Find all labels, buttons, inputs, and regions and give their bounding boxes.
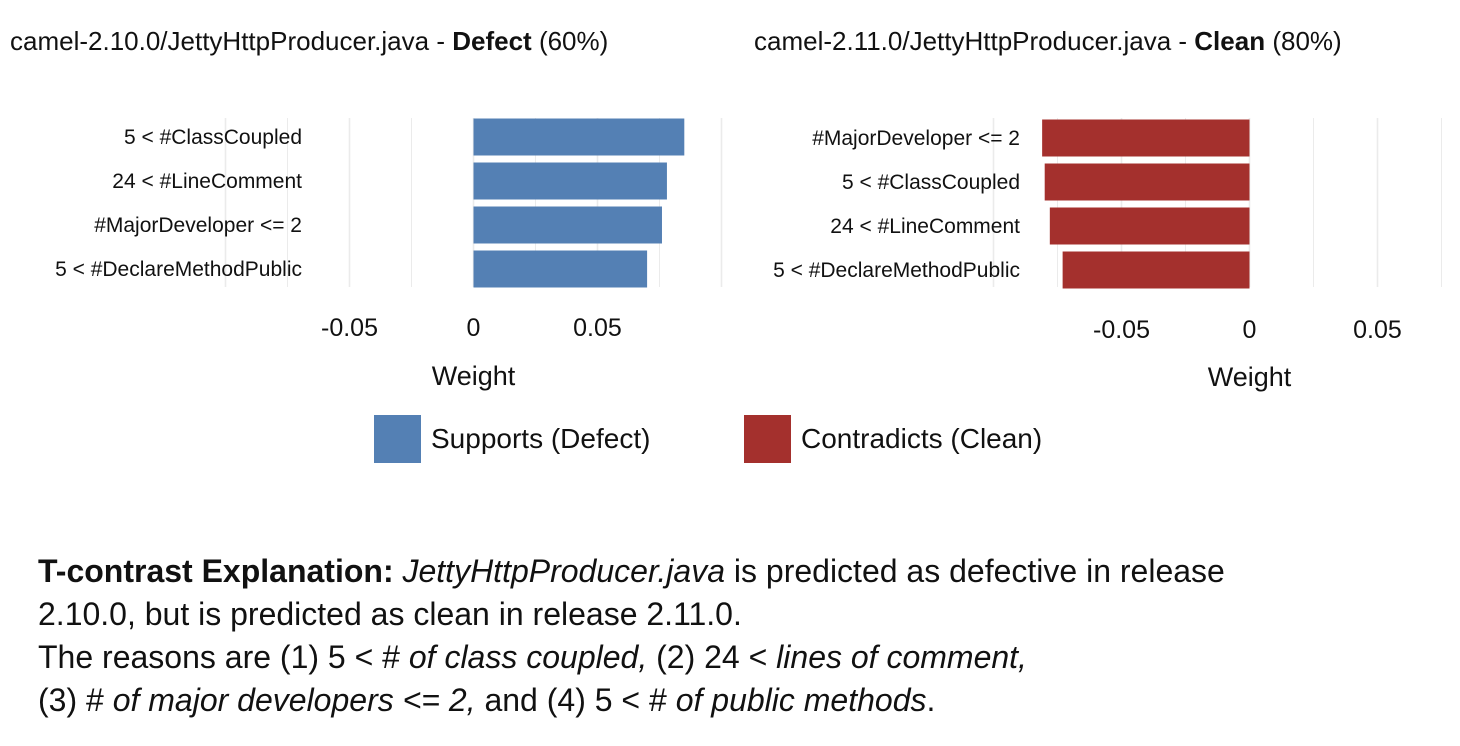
- bar-left-3: [473, 250, 648, 288]
- category-label-left-2: #MajorDeveloper <= 2: [94, 214, 302, 237]
- expl-l3b: of class coupled,: [408, 639, 648, 675]
- title-right-prob: (80%): [1272, 26, 1342, 56]
- legend-swatch-contradicts: [744, 415, 791, 463]
- explanation-line-3: The reasons are (1) 5 < # of class coupl…: [38, 636, 1448, 679]
- title-left-label: Defect: [452, 26, 532, 56]
- bar-right-0: [1042, 119, 1250, 157]
- expl-l4b: of major developers <= 2,: [112, 682, 476, 718]
- category-label-right-0: #MajorDeveloper <= 2: [812, 127, 1020, 150]
- x-axis-label-left: Weight: [432, 361, 516, 391]
- category-label-right-3: 5 < #DeclareMethodPublic: [773, 259, 1020, 282]
- tick-label-left-1: 0: [467, 314, 481, 342]
- legend-item-supports: Supports (Defect): [374, 415, 650, 463]
- legend-label-contradicts: Contradicts (Clean): [801, 423, 1043, 454]
- expl-l4d: of public methods: [675, 682, 927, 718]
- bar-right-2: [1049, 207, 1250, 245]
- category-label-left-1: 24 < #LineComment: [112, 170, 302, 193]
- expl-l4a: (3) #: [38, 682, 113, 718]
- tick-label-left-2: 0.05: [573, 314, 622, 342]
- legend-item-contradicts: Contradicts (Clean): [744, 415, 1042, 463]
- title-left-sep: -: [429, 26, 453, 56]
- expl-l3a: The reasons are (1) 5 < #: [38, 639, 409, 675]
- chart-title-right: camel-2.11.0/JettyHttpProducer.java - Cl…: [754, 26, 1342, 57]
- category-label-right-2: 24 < #LineComment: [830, 215, 1020, 238]
- explanation-line1-rest: is predicted as defective in release: [725, 553, 1225, 589]
- bar-left-2: [473, 206, 662, 244]
- category-label-left-3: 5 < #DeclareMethodPublic: [55, 258, 302, 281]
- title-left-file: camel-2.10.0/JettyHttpProducer.java: [10, 26, 430, 56]
- category-label-left-0: 5 < #ClassCoupled: [124, 126, 302, 149]
- tick-label-right-2: 0.05: [1353, 316, 1402, 344]
- tick-label-left-0: -0.05: [321, 314, 378, 342]
- title-left-prob: (60%): [538, 26, 609, 56]
- bar-left-0: [473, 118, 685, 156]
- tick-label-right-0: -0.05: [1093, 316, 1150, 344]
- legend-label-supports: Supports (Defect): [431, 423, 651, 454]
- bar-right-1: [1044, 163, 1250, 201]
- title-right-label: Clean: [1194, 26, 1266, 56]
- x-axis-label-right: Weight: [1208, 362, 1292, 392]
- category-label-right-1: 5 < #ClassCoupled: [842, 171, 1020, 194]
- explanation-line-2: 2.10.0, but is predicted as clean in rel…: [38, 596, 742, 632]
- bar-right-3: [1062, 251, 1250, 289]
- explanation-file: JettyHttpProducer.java: [402, 553, 725, 589]
- bar-left-1: [473, 162, 667, 200]
- explanation-text: T-contrast Explanation: JettyHttpProduce…: [38, 550, 1448, 722]
- expl-l4e: .: [926, 682, 936, 718]
- expl-l3c: (2) 24 <: [647, 639, 777, 675]
- expl-l3d: lines of comment,: [776, 639, 1027, 675]
- expl-l4c: and (4) 5 < #: [475, 682, 676, 718]
- explanation-line-4: (3) # of major developers <= 2, and (4) …: [38, 679, 1448, 722]
- explanation-line-1: T-contrast Explanation: JettyHttpProduce…: [38, 550, 1448, 593]
- legend-swatch-supports: [374, 415, 421, 463]
- chart-title-left: camel-2.10.0/JettyHttpProducer.java - De…: [10, 26, 608, 57]
- explanation-heading: T-contrast Explanation:: [38, 553, 394, 589]
- title-right-sep: -: [1171, 26, 1195, 56]
- tick-label-right-1: 0: [1243, 316, 1257, 344]
- title-right-file: camel-2.11.0/JettyHttpProducer.java: [754, 26, 1172, 56]
